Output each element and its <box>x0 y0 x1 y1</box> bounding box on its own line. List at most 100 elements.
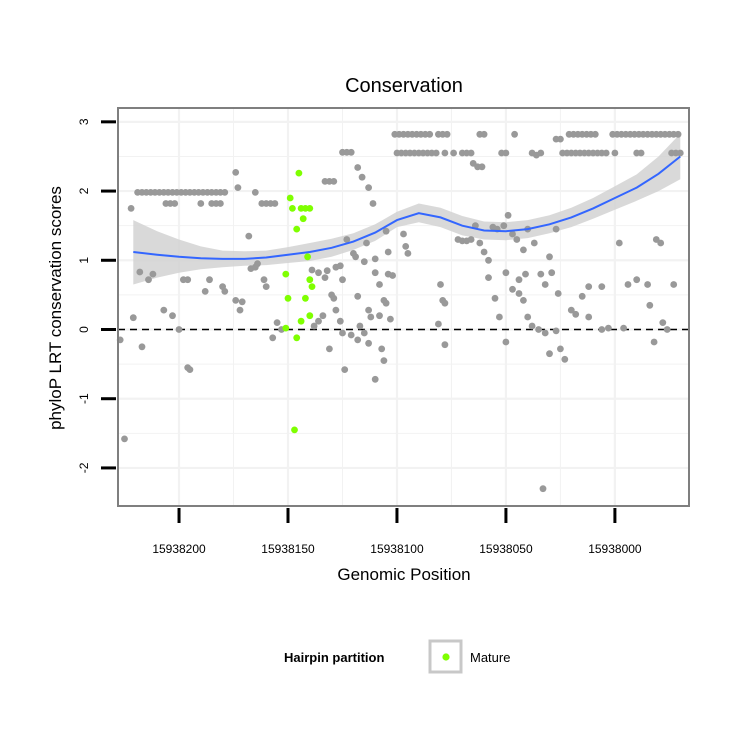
point-other <box>404 250 412 257</box>
point-other <box>480 130 488 138</box>
point-other <box>557 345 564 353</box>
point-other <box>201 288 209 295</box>
point-other <box>175 326 183 333</box>
point-other <box>480 248 488 256</box>
point-other <box>441 341 449 349</box>
point-other <box>217 200 224 207</box>
point-mature <box>308 283 316 290</box>
points-other <box>116 130 684 493</box>
point-other <box>365 184 372 192</box>
point-other <box>365 339 372 347</box>
x-tick-label: 15938150 <box>261 542 315 556</box>
x-axis-title: Genomic Position <box>337 565 470 584</box>
point-other <box>432 149 440 157</box>
point-other <box>515 290 523 297</box>
point-other <box>500 222 508 230</box>
y-tick-label: 2 <box>77 187 91 194</box>
point-other <box>149 270 157 278</box>
point-other <box>478 163 486 171</box>
point-other <box>136 268 144 276</box>
point-other <box>371 269 379 277</box>
point-other <box>326 345 333 353</box>
point-other <box>310 322 318 330</box>
point-other <box>502 269 510 277</box>
point-other <box>552 327 560 335</box>
y-axis: -2 -1 0 1 2 3 <box>77 118 116 473</box>
point-other <box>121 435 128 443</box>
point-other <box>674 130 682 138</box>
point-other <box>502 149 510 157</box>
point-other <box>356 322 364 330</box>
point-other <box>509 230 516 238</box>
point-other <box>378 345 386 353</box>
point-other <box>663 326 671 333</box>
point-other <box>384 248 392 256</box>
point-other <box>572 310 580 318</box>
point-mature <box>282 324 290 332</box>
point-other <box>552 225 560 233</box>
point-other <box>557 135 564 143</box>
point-mature <box>302 294 309 302</box>
point-other <box>585 283 593 290</box>
point-other <box>387 315 394 323</box>
point-other <box>554 290 562 297</box>
point-other <box>509 285 516 293</box>
point-other <box>171 200 179 207</box>
point-other <box>339 329 346 337</box>
point-other <box>496 313 503 321</box>
point-mature <box>299 215 307 223</box>
point-other <box>323 267 331 275</box>
point-other <box>676 149 684 157</box>
point-other <box>169 312 176 320</box>
point-other <box>513 236 521 243</box>
point-other <box>269 334 277 342</box>
point-other <box>533 151 540 159</box>
y-tick-label: 3 <box>77 118 91 125</box>
point-mature <box>304 253 311 261</box>
point-other <box>485 274 492 281</box>
point-other <box>343 236 351 243</box>
point-other <box>341 366 349 373</box>
point-other <box>578 292 586 300</box>
point-other <box>234 184 242 192</box>
x-tick-label: 15938000 <box>588 542 642 556</box>
point-other <box>548 269 556 277</box>
point-other <box>441 149 449 157</box>
point-other <box>360 258 368 266</box>
point-other <box>624 281 632 288</box>
panel-border <box>117 107 690 507</box>
point-other <box>504 211 512 219</box>
point-other <box>644 281 651 288</box>
point-other <box>262 283 270 290</box>
point-other <box>358 173 366 181</box>
point-mature <box>306 276 314 284</box>
point-other <box>598 283 606 290</box>
point-mature <box>302 205 309 212</box>
point-other <box>360 329 368 337</box>
point-other <box>251 189 259 196</box>
point-other <box>633 276 641 284</box>
point-other <box>365 306 372 314</box>
point-other <box>657 239 665 247</box>
point-other <box>129 314 137 322</box>
point-other <box>611 149 619 157</box>
x-tick-label: 15938050 <box>479 542 533 556</box>
point-other <box>371 255 379 263</box>
point-other <box>336 262 344 270</box>
x-tick-label: 15938200 <box>152 542 206 556</box>
points-mature <box>282 169 316 434</box>
point-other <box>539 485 547 493</box>
point-other <box>546 350 553 358</box>
point-other <box>184 276 192 284</box>
legend-key-mature-dot <box>442 653 450 661</box>
point-other <box>354 336 362 344</box>
point-mature <box>295 169 303 177</box>
point-mature <box>297 317 305 325</box>
point-other <box>308 266 316 274</box>
point-other <box>524 313 532 321</box>
point-other <box>336 317 344 325</box>
point-other <box>605 324 612 332</box>
point-other <box>400 230 407 238</box>
y-tick-label: 0 <box>77 326 91 333</box>
point-mature <box>284 294 292 302</box>
